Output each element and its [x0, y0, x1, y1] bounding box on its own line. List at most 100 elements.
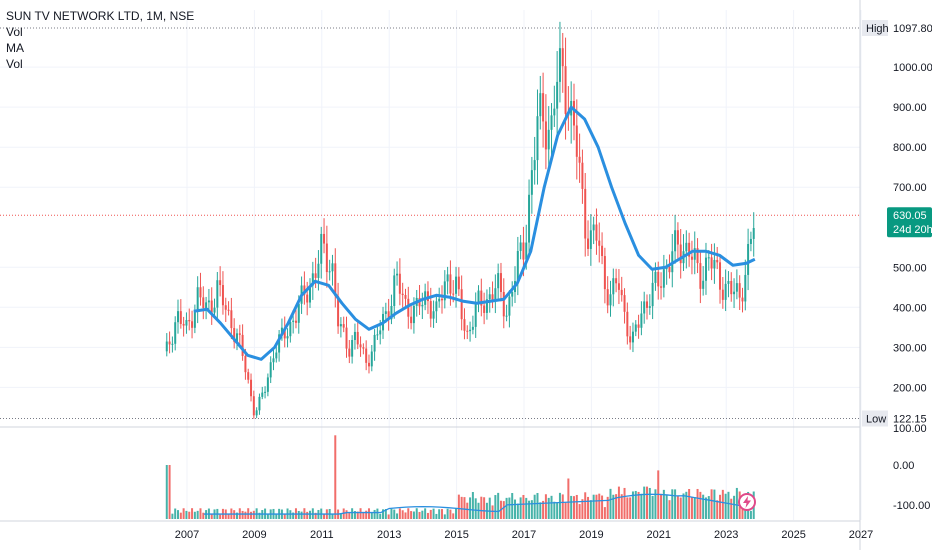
- volume-bar: [474, 498, 477, 519]
- volume-bar: [676, 496, 679, 519]
- candle-body: [749, 238, 752, 244]
- candle-body: [707, 257, 710, 259]
- price-tick-label: 500.00: [893, 262, 927, 274]
- candle-body: [469, 329, 472, 332]
- volume-bar: [665, 494, 668, 519]
- volume-bar: [536, 493, 539, 519]
- candle-body: [398, 273, 401, 294]
- candle-body: [432, 311, 435, 319]
- year-tick-label: 2017: [512, 529, 536, 541]
- volume-bar: [480, 496, 483, 519]
- candle-body: [738, 283, 741, 298]
- candlestick-series: [165, 21, 755, 419]
- volume-bar: [505, 497, 508, 519]
- candle-body: [679, 244, 682, 264]
- candle-body: [283, 327, 286, 339]
- candle-body: [452, 293, 455, 295]
- candle-body: [483, 305, 486, 313]
- volume-bar: [620, 494, 623, 519]
- candle-body: [373, 334, 376, 352]
- year-tick-label: 2019: [579, 529, 603, 541]
- volume-bar: [533, 494, 536, 519]
- volume-bar: [567, 478, 570, 519]
- countdown-value: 24d 20h: [893, 224, 932, 236]
- candle-body: [553, 108, 556, 116]
- volume-bar: [398, 508, 401, 519]
- volume-bar: [440, 509, 443, 519]
- legend-vol[interactable]: Vol: [6, 25, 23, 39]
- candle-body: [410, 316, 413, 324]
- candle-body: [662, 269, 665, 288]
- volume-bar: [685, 491, 688, 519]
- moving-average-series: [193, 105, 756, 361]
- candle-body: [491, 294, 494, 301]
- candle-body: [648, 306, 651, 308]
- price-tick-label: 400.00: [893, 302, 927, 314]
- volume-bar: [463, 497, 466, 519]
- candle-body: [393, 275, 396, 307]
- candle-body: [404, 295, 407, 299]
- candle-body: [716, 259, 719, 263]
- volume-bar: [179, 512, 182, 519]
- candle-body: [446, 274, 449, 282]
- volume-bar: [651, 495, 654, 519]
- volume-bar: [494, 495, 497, 519]
- volume-bar: [710, 489, 713, 519]
- candle-body: [561, 48, 564, 67]
- candle-body: [528, 194, 531, 243]
- candle-body: [733, 291, 736, 295]
- candle-body: [185, 320, 188, 326]
- volume-bar: [584, 492, 587, 519]
- volume-bar: [634, 490, 637, 519]
- candle-body: [289, 321, 292, 337]
- volume-bar: [339, 513, 342, 519]
- volume-bar: [539, 502, 542, 519]
- volume-bar: [210, 513, 213, 519]
- candle-body: [598, 240, 601, 246]
- volume-bar: [171, 513, 174, 519]
- candle-body: [177, 311, 180, 323]
- volume-tick-label: 100.00: [893, 423, 927, 435]
- candle-body: [292, 320, 295, 322]
- volume-bar: [446, 508, 449, 519]
- candle-body: [752, 228, 755, 239]
- volume-bar: [191, 508, 194, 519]
- candle-body: [356, 331, 359, 345]
- candle-body: [488, 294, 491, 300]
- candle-body: [685, 242, 688, 252]
- candle-body: [719, 262, 722, 290]
- last-price-value: 630.05: [893, 210, 927, 222]
- price-tick-label: 800.00: [893, 142, 927, 154]
- candle-body: [499, 273, 502, 292]
- candle-body: [247, 372, 250, 380]
- candle-body: [219, 280, 222, 286]
- legend-ma[interactable]: MA: [6, 41, 24, 55]
- legend-vol-2[interactable]: Vol: [6, 57, 23, 71]
- volume-bar: [578, 504, 581, 519]
- volume-bar: [396, 513, 399, 519]
- volume-bar: [283, 513, 286, 519]
- volume-bar: [244, 511, 247, 519]
- candle-body: [337, 296, 340, 327]
- volume-bar: [544, 494, 547, 519]
- volume-bar: [637, 491, 640, 519]
- volume-bar: [266, 513, 269, 519]
- volume-bar: [511, 493, 514, 519]
- candle-body: [578, 156, 581, 163]
- candle-body: [221, 285, 224, 306]
- candle-body: [171, 343, 174, 345]
- candle-body: [575, 125, 578, 157]
- volume-bar: [615, 494, 618, 519]
- volume-bar: [514, 499, 517, 519]
- volume-bar: [401, 510, 404, 519]
- volume-bar: [351, 508, 354, 519]
- candle-body: [213, 307, 216, 313]
- candle-body: [280, 327, 283, 335]
- flash-button[interactable]: [738, 493, 756, 511]
- candle-body: [724, 283, 727, 300]
- candle-body: [640, 313, 643, 328]
- volume-bar: [466, 502, 469, 519]
- candle-body: [294, 320, 297, 323]
- volume-bar: [323, 513, 326, 519]
